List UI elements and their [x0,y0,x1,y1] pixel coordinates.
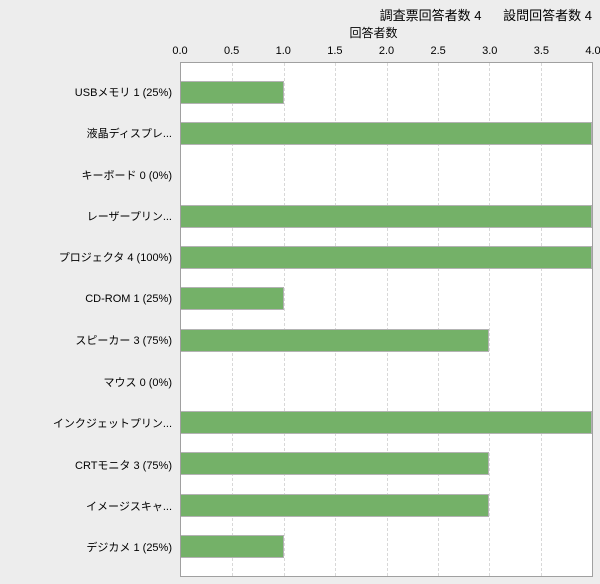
bar-row [181,72,592,113]
question-respondents-label: 設問回答者数 [503,8,582,23]
bar [181,81,284,105]
x-axis-title: 回答者数 [349,26,398,40]
x-tick-label: 1.5 [327,45,343,57]
x-tick-label: 2.5 [430,45,446,57]
bar [181,328,490,352]
category-label: レーザープリン... [86,210,172,223]
bar-row [181,402,592,443]
category-label: CRTモニタ 3 (75%) [75,459,172,472]
x-tick-label: 0.5 [223,45,240,57]
x-tick-label: 1.0 [275,45,291,57]
plot-area [180,62,593,577]
x-tick-label: 3.0 [482,45,498,57]
bar [181,122,592,146]
category-label: キーボード 0 (0%) [81,169,172,182]
bar-row [181,320,592,361]
bar-row [181,113,592,154]
bar-row [181,155,592,196]
bar [181,493,490,517]
category-label: USBメモリ 1 (25%) [74,86,172,99]
gridline [283,63,285,576]
bar [181,411,592,435]
category-label: デジカメ 1 (25%) [86,542,172,555]
bar-row [181,485,592,526]
gridline [232,63,234,576]
gridline [386,63,388,576]
category-label: イメージスキャ... [86,500,172,513]
bar [181,246,592,270]
survey-respondents-label: 調査票回答者数 [379,8,471,23]
category-label: スピーカー 3 (75%) [75,335,172,348]
category-label: マウス 0 (0%) [103,376,172,389]
category-label: 液晶ディスプレ... [86,128,172,141]
category-label: CD-ROM 1 (25%) [85,292,172,305]
bar-row [181,278,592,319]
bar [181,534,284,558]
bar [181,452,490,476]
gridline [489,63,491,576]
category-label: インクジェットプリン... [52,418,172,431]
x-tick-labels: 0.0 0.5 1.0 1.5 2.0 2.5 3.0 3.5 4.0 [172,45,600,59]
survey-respondents-value: 4 [474,8,482,23]
bar-row [181,443,592,484]
gridline [335,63,337,576]
gridline [437,63,439,576]
x-tick-label: 2.0 [378,45,395,57]
bar-row [181,526,592,567]
question-respondents-value: 4 [584,8,592,23]
bar-row [181,361,592,402]
bar [181,204,592,228]
bar-rows [181,63,592,576]
category-labels: USBメモリ 1 (25%) 液晶ディスプレ... キーボード 0 (0%) レーザー… [0,62,172,577]
gridline [540,63,542,576]
x-tick-label: 4.0 [585,45,600,57]
bar [181,287,284,311]
bar-row [181,237,592,278]
x-tick-label: 3.5 [533,45,550,57]
x-tick-label: 0.0 [172,45,188,57]
category-label: プロジェクタ 4 (100%) [58,252,172,265]
bar-row [181,196,592,237]
respondent-summary: 調査票回答者数 4 設問回答者数 4 [380,5,592,24]
